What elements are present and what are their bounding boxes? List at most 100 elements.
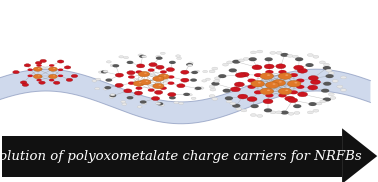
Circle shape bbox=[156, 102, 161, 105]
Circle shape bbox=[127, 96, 133, 99]
Circle shape bbox=[278, 73, 292, 79]
Circle shape bbox=[139, 55, 146, 58]
Circle shape bbox=[167, 75, 174, 79]
Circle shape bbox=[136, 87, 143, 90]
Circle shape bbox=[278, 94, 287, 97]
Circle shape bbox=[254, 90, 262, 94]
Circle shape bbox=[103, 70, 108, 72]
Circle shape bbox=[20, 81, 27, 84]
Circle shape bbox=[49, 79, 54, 81]
Circle shape bbox=[209, 95, 215, 97]
Circle shape bbox=[142, 56, 147, 58]
Circle shape bbox=[307, 111, 313, 114]
Circle shape bbox=[138, 71, 150, 77]
Circle shape bbox=[296, 79, 304, 83]
Circle shape bbox=[267, 90, 270, 91]
Circle shape bbox=[234, 82, 244, 87]
Circle shape bbox=[57, 60, 64, 63]
Circle shape bbox=[133, 81, 144, 86]
Circle shape bbox=[206, 78, 211, 80]
Circle shape bbox=[223, 63, 228, 66]
Circle shape bbox=[156, 56, 161, 58]
Circle shape bbox=[177, 84, 185, 88]
Circle shape bbox=[290, 90, 298, 94]
Circle shape bbox=[134, 91, 143, 95]
Circle shape bbox=[235, 73, 245, 78]
Circle shape bbox=[252, 65, 262, 70]
Circle shape bbox=[98, 71, 103, 73]
Circle shape bbox=[144, 73, 147, 74]
Circle shape bbox=[288, 98, 297, 103]
Circle shape bbox=[285, 90, 288, 91]
Circle shape bbox=[149, 63, 157, 67]
Circle shape bbox=[278, 70, 287, 74]
Circle shape bbox=[265, 70, 274, 74]
Circle shape bbox=[66, 78, 73, 82]
Circle shape bbox=[285, 96, 295, 101]
Circle shape bbox=[40, 59, 46, 63]
Circle shape bbox=[239, 59, 244, 62]
Circle shape bbox=[257, 50, 263, 53]
Circle shape bbox=[231, 87, 240, 92]
Circle shape bbox=[139, 82, 141, 83]
Circle shape bbox=[297, 92, 308, 97]
Circle shape bbox=[320, 100, 326, 103]
Circle shape bbox=[251, 80, 265, 87]
Circle shape bbox=[276, 64, 286, 69]
Circle shape bbox=[249, 57, 257, 61]
Circle shape bbox=[28, 68, 33, 71]
Circle shape bbox=[341, 89, 347, 91]
Circle shape bbox=[58, 75, 63, 77]
Circle shape bbox=[137, 106, 142, 108]
Circle shape bbox=[24, 64, 31, 67]
Circle shape bbox=[313, 55, 319, 58]
Circle shape bbox=[270, 52, 276, 54]
Circle shape bbox=[169, 61, 176, 64]
Circle shape bbox=[174, 101, 179, 104]
Circle shape bbox=[53, 81, 60, 84]
Polygon shape bbox=[2, 136, 342, 177]
Circle shape bbox=[36, 64, 42, 67]
Circle shape bbox=[194, 70, 199, 72]
Circle shape bbox=[110, 94, 116, 97]
Circle shape bbox=[121, 101, 126, 103]
Circle shape bbox=[115, 73, 124, 77]
Circle shape bbox=[265, 57, 273, 61]
Circle shape bbox=[140, 100, 147, 104]
Circle shape bbox=[166, 68, 175, 72]
Circle shape bbox=[127, 61, 133, 64]
Circle shape bbox=[103, 88, 108, 90]
Circle shape bbox=[209, 70, 215, 73]
Circle shape bbox=[260, 73, 274, 79]
Circle shape bbox=[49, 67, 57, 71]
Circle shape bbox=[194, 88, 199, 90]
Circle shape bbox=[290, 73, 298, 77]
Circle shape bbox=[168, 92, 176, 96]
Circle shape bbox=[319, 61, 325, 64]
Circle shape bbox=[142, 102, 147, 105]
Circle shape bbox=[214, 80, 220, 82]
Polygon shape bbox=[0, 69, 370, 124]
Circle shape bbox=[160, 104, 164, 106]
Circle shape bbox=[38, 75, 40, 76]
Circle shape bbox=[278, 88, 292, 95]
Circle shape bbox=[229, 68, 237, 72]
Circle shape bbox=[296, 85, 304, 89]
Circle shape bbox=[124, 56, 129, 59]
Circle shape bbox=[214, 77, 220, 80]
Circle shape bbox=[96, 78, 101, 80]
Circle shape bbox=[308, 76, 318, 80]
Circle shape bbox=[186, 63, 193, 66]
Circle shape bbox=[280, 111, 289, 114]
Circle shape bbox=[158, 74, 169, 79]
Circle shape bbox=[211, 82, 220, 86]
Circle shape bbox=[321, 89, 329, 93]
Circle shape bbox=[236, 107, 242, 110]
Circle shape bbox=[105, 78, 112, 82]
Circle shape bbox=[160, 52, 165, 54]
Circle shape bbox=[13, 71, 19, 74]
Circle shape bbox=[238, 94, 248, 99]
Circle shape bbox=[122, 103, 127, 105]
Circle shape bbox=[109, 96, 114, 98]
Circle shape bbox=[53, 68, 55, 69]
